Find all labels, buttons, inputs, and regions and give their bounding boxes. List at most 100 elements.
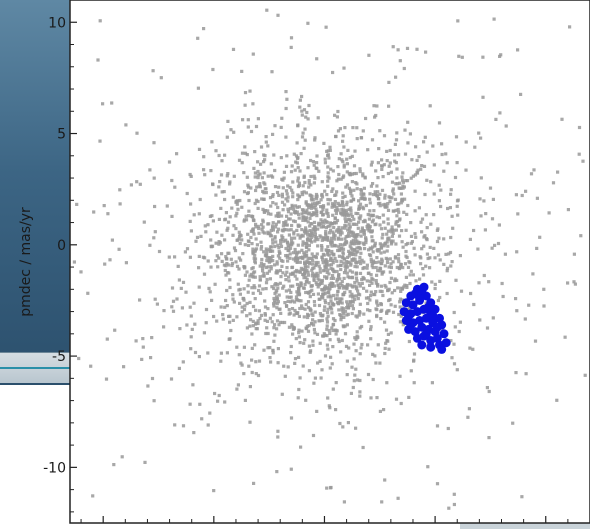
grey-point <box>179 286 183 290</box>
grey-point <box>398 59 402 63</box>
grey-point <box>252 481 256 485</box>
grey-point <box>310 322 314 326</box>
grey-point <box>279 156 283 160</box>
grey-point <box>240 310 244 314</box>
grey-point <box>343 217 347 221</box>
grey-point <box>92 210 96 214</box>
grey-point <box>368 209 372 213</box>
grey-point <box>296 123 300 127</box>
grey-point <box>386 309 390 313</box>
grey-point <box>301 184 305 188</box>
grey-point <box>289 45 293 49</box>
grey-point <box>321 213 325 217</box>
grey-point <box>374 169 378 173</box>
grey-point <box>487 436 491 440</box>
grey-point <box>373 241 377 245</box>
grey-point <box>395 176 399 180</box>
grey-point <box>342 212 346 216</box>
grey-point <box>307 324 311 328</box>
grey-point <box>364 116 368 121</box>
grey-point <box>326 347 330 351</box>
grey-point <box>490 217 495 221</box>
grey-point <box>307 206 311 210</box>
y-axis-label: pmdec / mas/yr <box>18 207 34 317</box>
grey-point <box>253 150 257 154</box>
grey-point <box>285 154 289 158</box>
grey-point <box>193 350 198 355</box>
grey-point <box>256 224 260 228</box>
grey-point <box>326 314 330 318</box>
grey-point <box>351 126 355 130</box>
grey-point <box>500 281 504 286</box>
grey-point <box>349 212 353 216</box>
grey-point <box>276 13 280 17</box>
grey-point <box>384 341 388 345</box>
grey-point <box>366 148 370 152</box>
grey-point <box>370 239 374 243</box>
grey-point <box>283 223 287 227</box>
grey-point <box>395 167 399 171</box>
grey-point <box>351 252 355 257</box>
grey-point <box>326 202 330 206</box>
grey-point <box>438 295 442 300</box>
grey-point <box>315 282 319 286</box>
grey-point <box>404 275 408 279</box>
grey-point <box>305 269 309 273</box>
grey-point <box>383 320 387 324</box>
grey-point <box>323 157 327 161</box>
grey-point <box>305 110 309 115</box>
grey-point <box>330 202 334 206</box>
grey-point <box>401 266 405 270</box>
grey-point <box>390 180 395 184</box>
grey-point <box>309 183 313 187</box>
grey-point <box>365 289 369 293</box>
grey-point <box>294 160 298 164</box>
grey-point <box>479 176 483 180</box>
grey-point <box>336 201 340 205</box>
grey-point <box>351 307 355 311</box>
grey-point <box>371 259 375 263</box>
grey-point <box>341 247 346 251</box>
grey-point <box>379 227 384 231</box>
grey-point <box>314 260 318 265</box>
grey-point <box>385 149 389 153</box>
grey-point <box>358 167 362 171</box>
grey-point <box>420 230 424 234</box>
grey-point <box>150 376 155 381</box>
grey-point <box>288 243 292 247</box>
grey-point <box>348 294 352 298</box>
grey-point <box>326 212 330 216</box>
grey-point <box>382 220 386 224</box>
grey-point <box>246 290 250 294</box>
grey-point <box>279 238 283 243</box>
grey-point <box>162 309 166 313</box>
grey-point <box>342 174 346 178</box>
grey-point <box>281 178 285 182</box>
grey-point <box>295 141 299 145</box>
grey-point <box>280 392 284 396</box>
grey-point <box>268 316 272 320</box>
grey-point <box>303 255 307 259</box>
grey-point <box>435 228 439 232</box>
grey-point <box>356 260 360 264</box>
grey-point <box>331 230 335 234</box>
grey-point <box>287 233 291 237</box>
grey-point <box>380 167 384 171</box>
grey-point <box>269 162 273 166</box>
grey-point <box>311 202 315 206</box>
grey-point <box>397 234 402 238</box>
grey-point <box>253 171 257 175</box>
grey-point <box>211 67 215 72</box>
grey-point <box>327 231 332 235</box>
grey-point <box>227 251 231 255</box>
grey-point <box>360 195 364 199</box>
grey-point <box>455 161 459 165</box>
grey-point <box>184 290 188 294</box>
grey-point <box>297 328 301 332</box>
grey-point <box>238 292 242 296</box>
grey-point <box>299 299 303 303</box>
grey-point <box>350 154 354 158</box>
grey-point <box>235 315 239 319</box>
grey-point <box>345 170 349 174</box>
blue-point <box>415 293 425 303</box>
